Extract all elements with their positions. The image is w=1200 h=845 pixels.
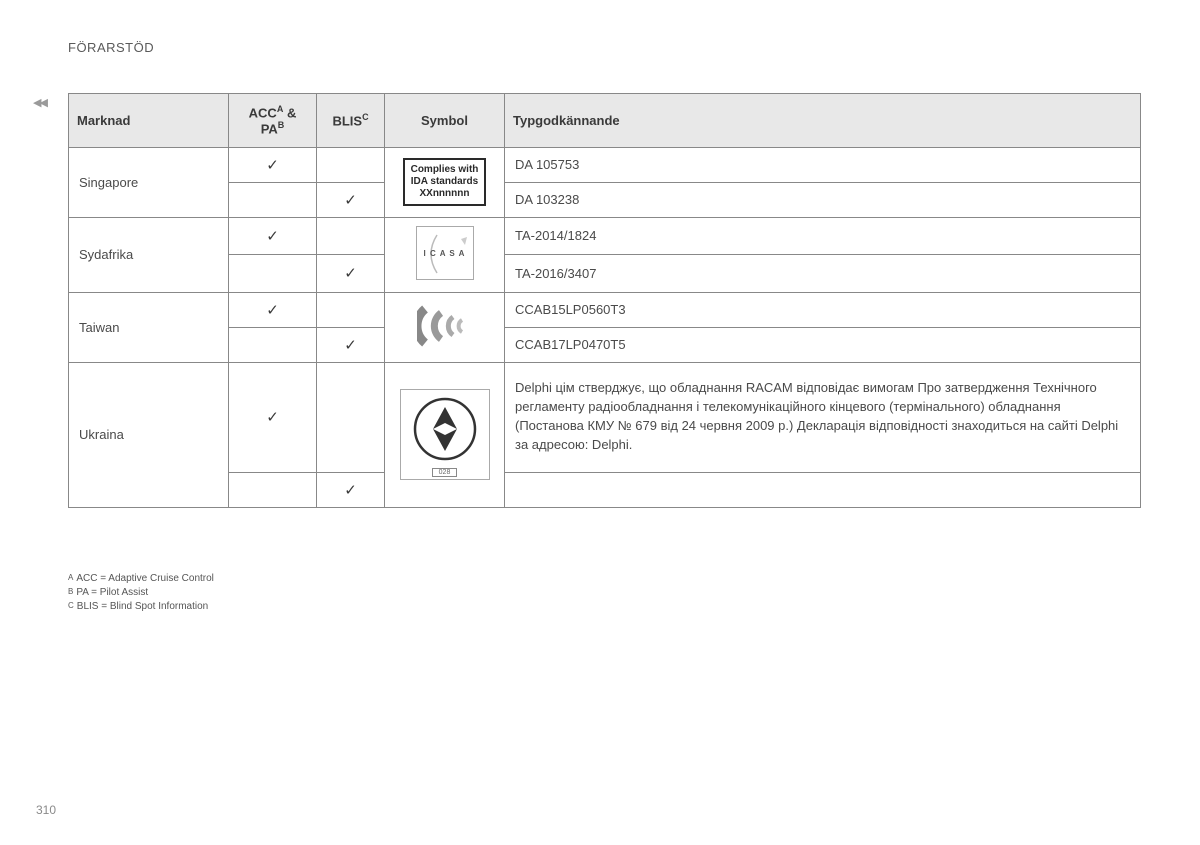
- check-icon: ✓: [266, 409, 279, 426]
- footnote-label: B: [68, 587, 73, 596]
- ida-line2: IDA standards: [411, 176, 478, 187]
- table-row: ✓ DA 103238: [69, 182, 1141, 217]
- col-header-approval: Typgodkännande: [505, 94, 1141, 148]
- market-cell: Sydafrika: [69, 217, 229, 292]
- acc-check-cell: [229, 255, 317, 293]
- footnote-b: BPA = Pilot Assist: [68, 586, 214, 600]
- symbol-cell: 028: [385, 362, 505, 507]
- table-row: ✓ TA-2016/3407: [69, 255, 1141, 293]
- table-row: ✓: [69, 472, 1141, 507]
- page-section-title: FÖRARSTÖD: [68, 40, 154, 55]
- blis-label: BLIS: [332, 113, 362, 128]
- prev-page-arrows[interactable]: ◀◀: [33, 96, 46, 109]
- acc-check-cell: [229, 472, 317, 507]
- table-header-row: Marknad ACCA & PAB BLISC Symbol Typgodkä…: [69, 94, 1141, 148]
- approval-cell: Delphi цім стверджує, що обладнання RACA…: [505, 362, 1141, 472]
- approval-cell: CCAB15LP0560T3: [505, 292, 1141, 327]
- table-row: Ukraina ✓ 028 Delphi цім стверджує, що о…: [69, 362, 1141, 472]
- approval-cell: TA-2014/1824: [505, 217, 1141, 255]
- taiwan-ncc-symbol: [417, 301, 473, 351]
- symbol-cell: [385, 292, 505, 362]
- ukraine-conformity-symbol: 028: [400, 389, 490, 480]
- check-icon: ✓: [266, 228, 279, 245]
- ida-compliance-symbol: Complies with IDA standards XXnnnnnn: [403, 158, 487, 206]
- ida-line3: XXnnnnnn: [419, 188, 469, 199]
- check-icon: ✓: [344, 192, 357, 209]
- approval-cell: [505, 472, 1141, 507]
- footnote-ref-b: B: [278, 120, 285, 130]
- col-header-market: Marknad: [69, 94, 229, 148]
- footnote-text: PA = Pilot Assist: [76, 587, 148, 598]
- approval-cell: TA-2016/3407: [505, 255, 1141, 293]
- table-row: Taiwan ✓ CCAB15LP0560T3: [69, 292, 1141, 327]
- blis-check-cell: ✓: [317, 255, 385, 293]
- symbol-cell: I C A S A: [385, 217, 505, 292]
- symbol-cell: Complies with IDA standards XXnnnnnn: [385, 147, 505, 217]
- acc-check-cell: [229, 327, 317, 362]
- ida-line1: Complies with: [411, 164, 479, 175]
- footnote-a: AACC = Adaptive Cruise Control: [68, 572, 214, 586]
- ukraine-badge-number: 028: [432, 468, 458, 477]
- table-row: Sydafrika ✓ I C A S A TA-2014/1824: [69, 217, 1141, 255]
- col-header-symbol: Symbol: [385, 94, 505, 148]
- blis-check-cell: [317, 292, 385, 327]
- footnote-c: CBLIS = Blind Spot Information: [68, 600, 214, 614]
- acc-label: ACC: [249, 105, 277, 120]
- check-icon: ✓: [266, 302, 279, 319]
- approval-cell: DA 103238: [505, 182, 1141, 217]
- icasa-text: I C A S A: [417, 249, 473, 258]
- approval-cell: CCAB17LP0470T5: [505, 327, 1141, 362]
- approval-cell: DA 105753: [505, 147, 1141, 182]
- acc-check-cell: ✓: [229, 147, 317, 182]
- acc-check-cell: ✓: [229, 292, 317, 327]
- acc-check-cell: [229, 182, 317, 217]
- blis-check-cell: ✓: [317, 327, 385, 362]
- check-icon: ✓: [344, 265, 357, 282]
- footnotes: AACC = Adaptive Cruise Control BPA = Pil…: [68, 572, 214, 614]
- blis-check-cell: [317, 217, 385, 255]
- footnote-text: ACC = Adaptive Cruise Control: [76, 573, 214, 584]
- blis-check-cell: [317, 362, 385, 472]
- page-number: 310: [36, 803, 56, 817]
- check-icon: ✓: [344, 337, 357, 354]
- blis-check-cell: ✓: [317, 472, 385, 507]
- blis-check-cell: ✓: [317, 182, 385, 217]
- blis-check-cell: [317, 147, 385, 182]
- approval-table: Marknad ACCA & PAB BLISC Symbol Typgodkä…: [68, 93, 1141, 508]
- market-cell: Singapore: [69, 147, 229, 217]
- footnote-label: A: [68, 573, 73, 582]
- col-header-blis: BLISC: [317, 94, 385, 148]
- footnote-text: BLIS = Blind Spot Information: [77, 601, 208, 612]
- table-row: ✓ CCAB17LP0470T5: [69, 327, 1141, 362]
- acc-check-cell: ✓: [229, 362, 317, 472]
- footnote-label: C: [68, 601, 74, 610]
- icasa-symbol: I C A S A: [416, 226, 474, 280]
- market-cell: Ukraina: [69, 362, 229, 507]
- market-cell: Taiwan: [69, 292, 229, 362]
- table-row: Singapore ✓ Complies with IDA standards …: [69, 147, 1141, 182]
- check-icon: ✓: [344, 482, 357, 499]
- acc-check-cell: ✓: [229, 217, 317, 255]
- col-header-acc-pa: ACCA & PAB: [229, 94, 317, 148]
- footnote-ref-c: C: [362, 112, 369, 122]
- check-icon: ✓: [266, 157, 279, 174]
